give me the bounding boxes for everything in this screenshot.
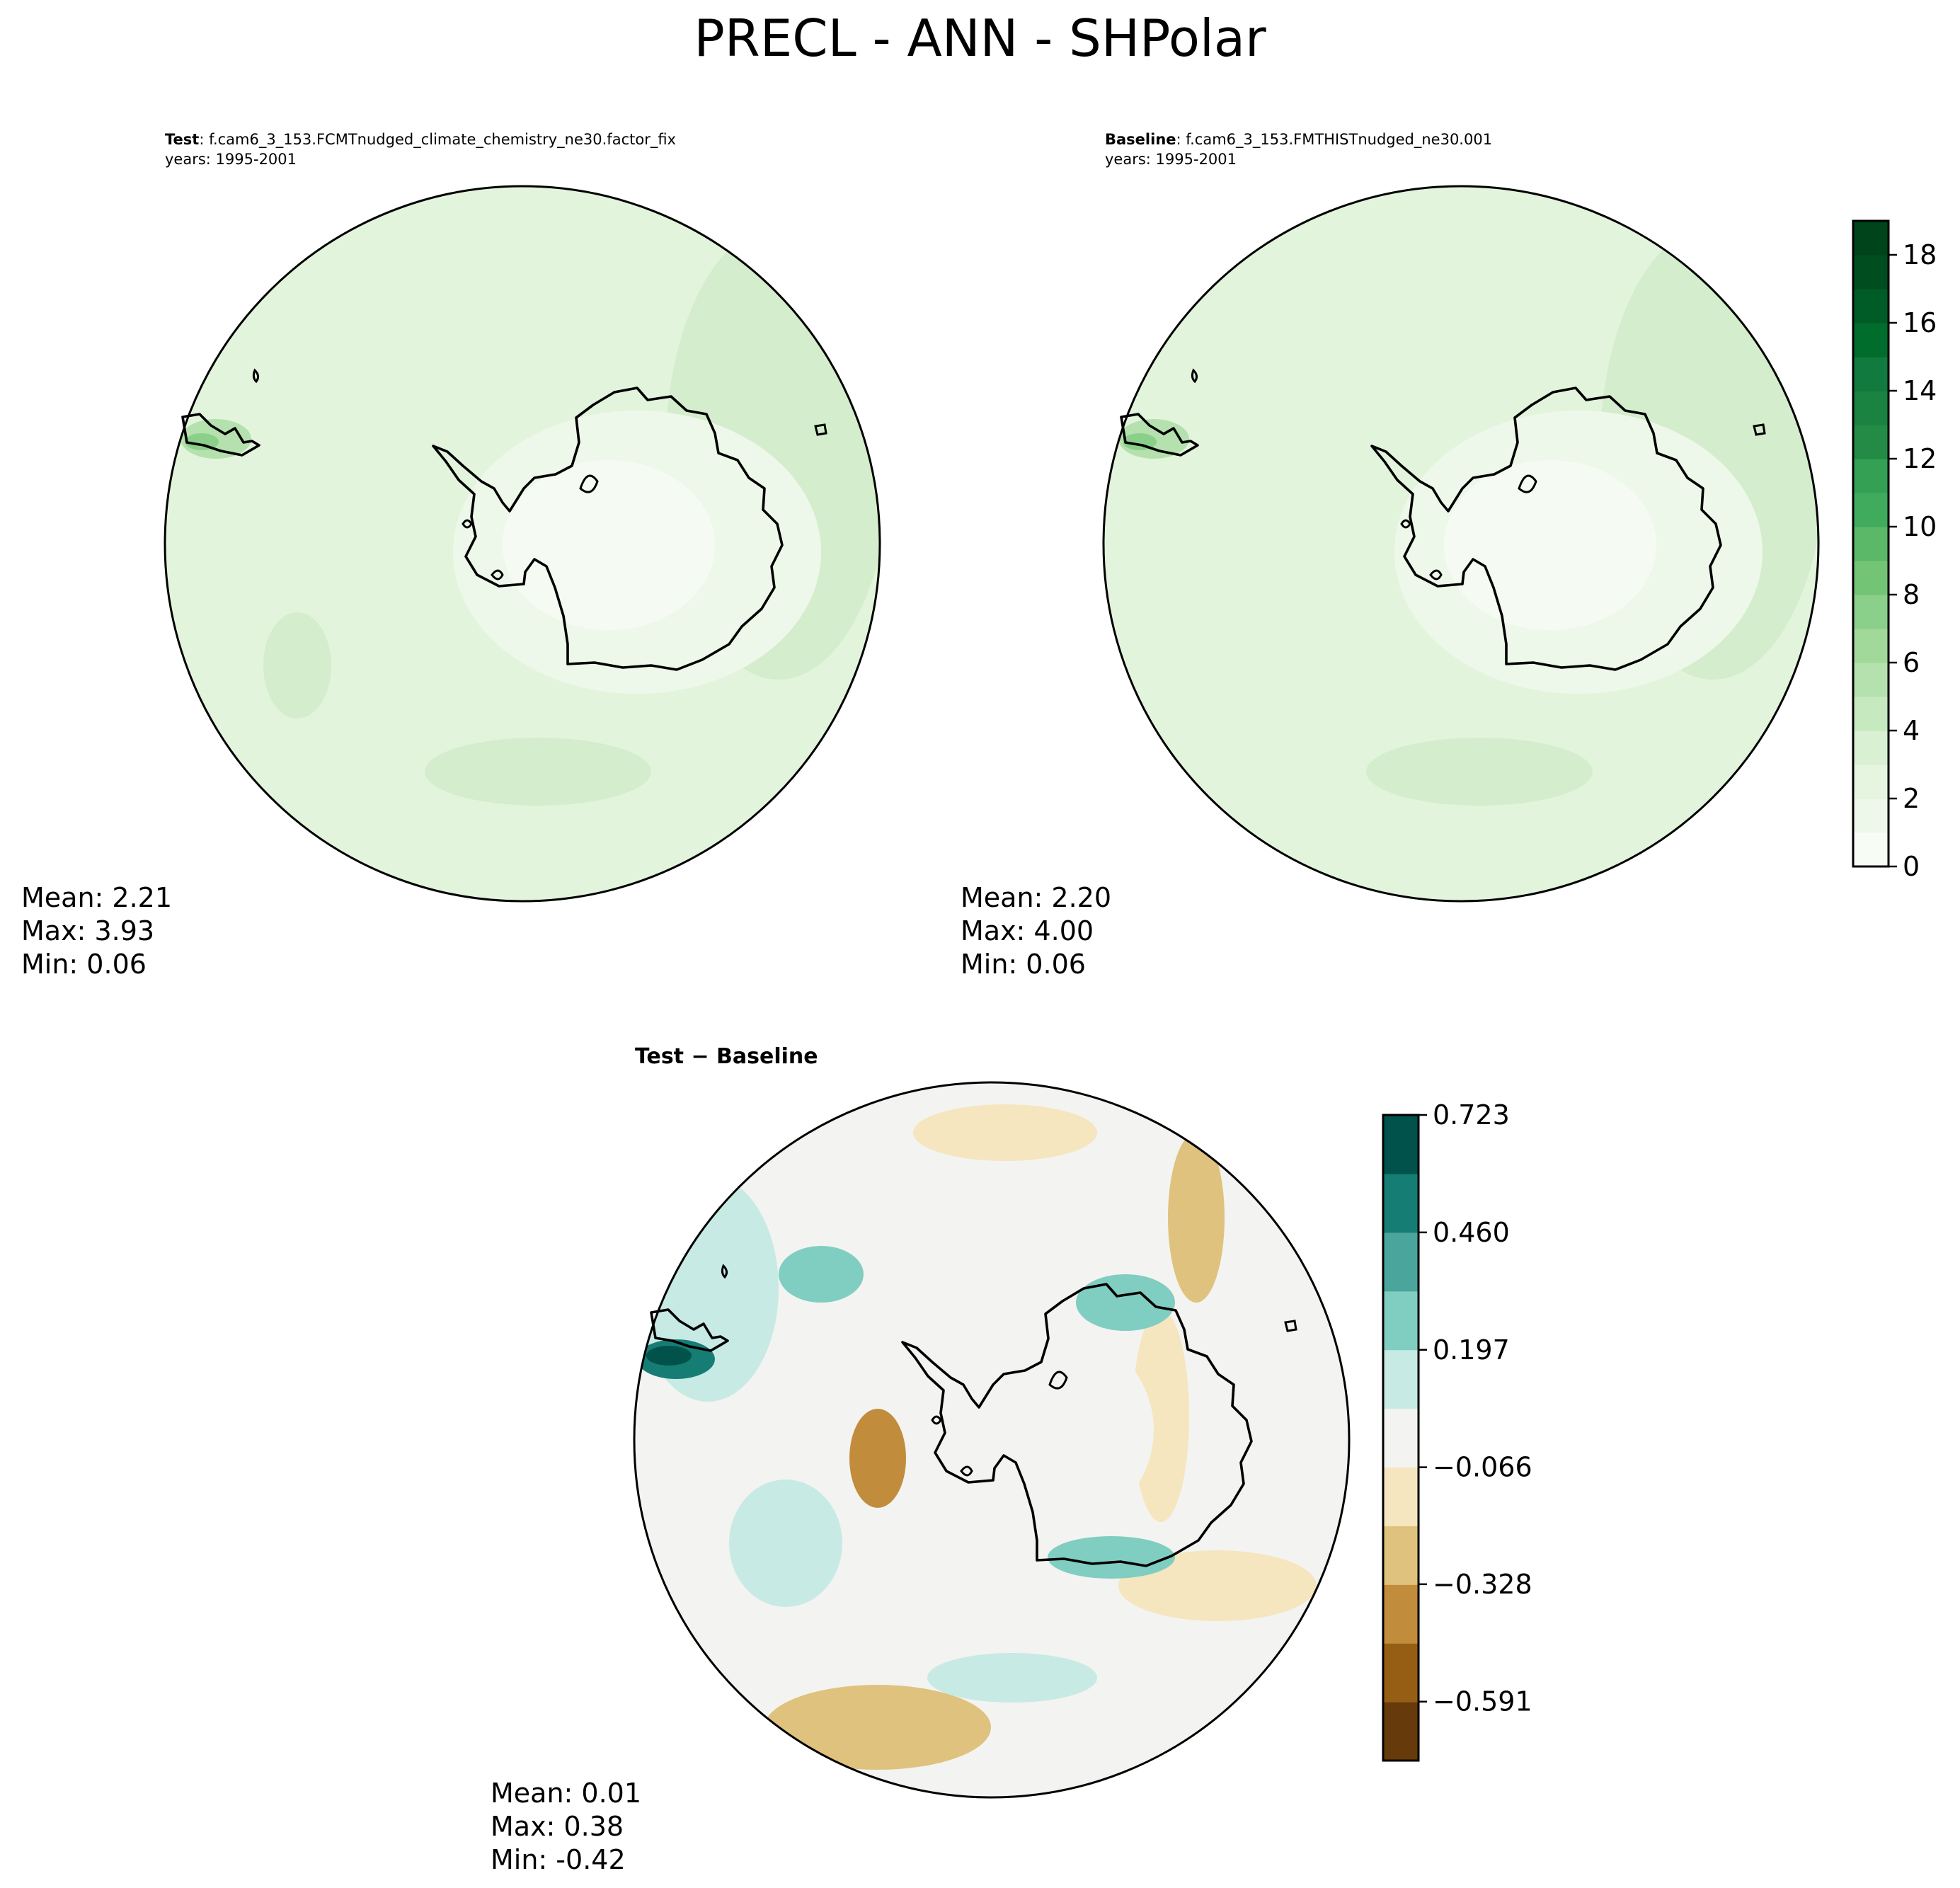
difference-colorbar-tick-label: −0.591 xyxy=(1433,1686,1532,1717)
test-min: Min: 0.06 xyxy=(21,949,147,980)
main-colorbar-segment xyxy=(1853,697,1889,731)
baseline-case-line: Baseline: f.cam6_3_153.FMTHISTnudged_ne3… xyxy=(1105,130,1492,149)
baseline-max: Max: 4.00 xyxy=(961,915,1094,946)
difference-colorbar-segment xyxy=(1383,1115,1419,1174)
main-colorbar-segment xyxy=(1853,459,1889,493)
main-colorbar-segment xyxy=(1853,493,1889,527)
main-colorbar-segment xyxy=(1853,833,1889,867)
difference-colorbar-segment xyxy=(1383,1232,1419,1292)
test-stats: Mean: 2.21 Max: 3.93 Min: 0.06 xyxy=(21,881,172,981)
main-colorbar-segment xyxy=(1853,595,1889,629)
difference-mean: Mean: 0.01 xyxy=(491,1778,642,1809)
main-colorbar-segment xyxy=(1853,391,1889,425)
difference-colorbar-tick-label: 0.197 xyxy=(1433,1334,1510,1366)
main-colorbar-segment xyxy=(1853,289,1889,324)
main-colorbar-tick-label: 8 xyxy=(1903,579,1920,610)
baseline-mean: Mean: 2.20 xyxy=(961,882,1112,913)
main-colorbar-tick-label: 12 xyxy=(1903,443,1937,474)
test-map xyxy=(164,185,881,903)
main-colorbar-segment xyxy=(1853,799,1889,833)
difference-colorbar-tick-label: 0.723 xyxy=(1433,1099,1510,1131)
difference-colorbar-segment xyxy=(1383,1526,1419,1585)
difference-colorbar-segment xyxy=(1383,1584,1419,1644)
main-colorbar-tick-label: 10 xyxy=(1903,511,1937,542)
test-label: Test xyxy=(165,131,200,148)
main-colorbar-tick-label: 14 xyxy=(1903,375,1937,406)
main-colorbar-segment xyxy=(1853,765,1889,799)
difference-colorbar-tick-label: −0.328 xyxy=(1433,1569,1532,1600)
main-colorbar-segment xyxy=(1853,323,1889,357)
test-case-name: : f.cam6_3_153.FCMTnudged_climate_chemis… xyxy=(199,131,676,148)
difference-colorbar-segment xyxy=(1383,1173,1419,1233)
main-colorbar-segment xyxy=(1853,663,1889,697)
main-colorbar-frame xyxy=(1852,219,1890,868)
main-colorbar-segment xyxy=(1853,731,1889,765)
difference-colorbar-tick-label: 0.460 xyxy=(1433,1217,1510,1248)
main-colorbar-segment xyxy=(1853,561,1889,595)
main-colorbar-tick-label: 16 xyxy=(1903,307,1937,338)
difference-max: Max: 0.38 xyxy=(491,1811,624,1842)
difference-stats: Mean: 0.01 Max: 0.38 Min: -0.42 xyxy=(491,1777,641,1877)
main-colorbar-segment xyxy=(1853,255,1889,290)
main-colorbar-segment xyxy=(1853,357,1889,391)
difference-min: Min: -0.42 xyxy=(491,1844,626,1875)
difference-colorbar-frame xyxy=(1382,1114,1420,1762)
difference-colorbar-segment xyxy=(1383,1291,1419,1351)
test-case-line: Test: f.cam6_3_153.FCMTnudged_climate_ch… xyxy=(165,130,676,149)
baseline-min: Min: 0.06 xyxy=(961,949,1086,980)
difference-colorbar-segment xyxy=(1383,1467,1419,1526)
baseline-years: years: 1995-2001 xyxy=(1105,151,1237,168)
difference-colorbar-segment xyxy=(1383,1643,1419,1703)
main-colorbar-tick-label: 18 xyxy=(1903,239,1937,270)
main-colorbar-tick-label: 0 xyxy=(1903,851,1920,882)
main-colorbar-tick-label: 6 xyxy=(1903,647,1920,678)
difference-colorbar-segment xyxy=(1383,1349,1419,1409)
main-colorbar-segment xyxy=(1853,629,1889,663)
main-colorbar-tick-label: 4 xyxy=(1903,715,1920,746)
main-colorbar-segment xyxy=(1853,221,1889,256)
baseline-map xyxy=(1102,185,1820,903)
difference-map xyxy=(633,1081,1351,1799)
baseline-stats: Mean: 2.20 Max: 4.00 Min: 0.06 xyxy=(961,881,1111,981)
difference-title: Test − Baseline xyxy=(635,1044,818,1069)
difference-colorbar: 0.723 0.460 0.197 −0.066 −0.328 −0.591 xyxy=(1382,1099,1532,1762)
difference-colorbar-segment xyxy=(1383,1408,1419,1468)
test-years: years: 1995-2001 xyxy=(165,151,297,168)
main-colorbar-tick-label: 2 xyxy=(1903,783,1920,814)
baseline-case-name: : f.cam6_3_153.FMTHISTnudged_ne30.001 xyxy=(1176,131,1493,148)
test-max: Max: 3.93 xyxy=(21,915,155,946)
difference-colorbar-tick-label: −0.066 xyxy=(1433,1452,1532,1483)
figure-title: PRECL - ANN - SHPolar xyxy=(694,8,1266,68)
main-colorbar: 0 2 4 6 8 10 12 14 16 18 xyxy=(1852,219,1937,882)
test-mean: Mean: 2.21 xyxy=(21,882,173,913)
difference-colorbar-segment xyxy=(1383,1702,1419,1761)
main-colorbar-segment xyxy=(1853,527,1889,561)
baseline-label: Baseline xyxy=(1105,131,1176,148)
main-colorbar-segment xyxy=(1853,425,1889,459)
